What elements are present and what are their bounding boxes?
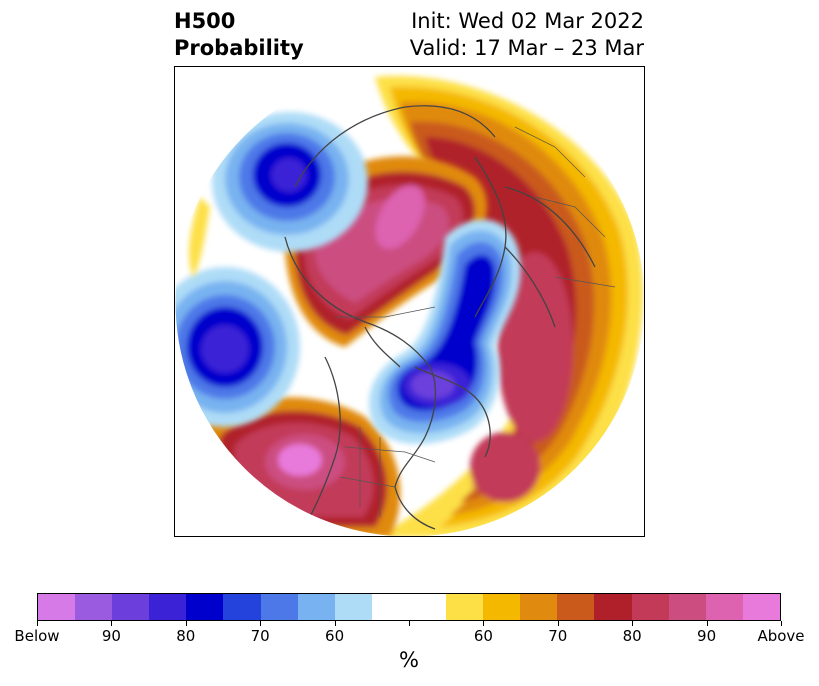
colorbar-cell (297, 594, 335, 620)
colorbar-cell (594, 594, 632, 620)
colorbar-unit-label: % (399, 648, 419, 672)
colorbar (37, 593, 781, 621)
colorbar-cell (260, 594, 298, 620)
colorbar-cell (742, 594, 780, 620)
chart-title: H500 Probability (174, 8, 304, 62)
colorbar-tick (706, 621, 708, 626)
colorbar-cell (149, 594, 187, 620)
colorbar-cell (371, 594, 409, 620)
title-line-1: H500 (174, 9, 236, 33)
init-date: Init: Wed 02 Mar 2022 (411, 9, 644, 33)
colorbar-tick-label: Above (757, 627, 805, 645)
colorbar-tick (260, 621, 262, 626)
above-anomaly-east (375, 75, 643, 536)
colorbar-tick-label: 70 (548, 627, 568, 645)
colorbar-tick-label: 70 (250, 627, 270, 645)
colorbar-cell (446, 594, 484, 620)
above-anomaly-western-edge (189, 197, 210, 277)
colorbar-tick-label: 80 (176, 627, 196, 645)
colorbar-tick (632, 621, 634, 626)
colorbar-cell (557, 594, 595, 620)
map-svg (175, 67, 644, 536)
colorbar-tick-label: 60 (325, 627, 345, 645)
colorbar-cell (334, 594, 372, 620)
colorbar-cell (75, 594, 113, 620)
colorbar-tick (483, 621, 485, 626)
colorbar-cell (483, 594, 521, 620)
coastlines (284, 105, 596, 530)
colorbar-tick (37, 621, 38, 626)
colorbar-cell (705, 594, 743, 620)
colorbar-tick-label: 80 (622, 627, 642, 645)
title-line-2: Probability (174, 36, 304, 60)
colorbar-cell (631, 594, 669, 620)
forecast-dates: Init: Wed 02 Mar 2022 Valid: 17 Mar – 23… (410, 8, 644, 62)
valid-date: Valid: 17 Mar – 23 Mar (409, 36, 644, 60)
colorbar-tick-label: 60 (473, 627, 493, 645)
below-anomaly-northwest (212, 112, 368, 252)
colorbar-cell (520, 594, 558, 620)
colorbar-tick (185, 621, 187, 626)
colorbar-tick (111, 621, 113, 626)
colorbar-tick (781, 621, 782, 626)
colorbar-cell (408, 594, 447, 620)
colorbar-cell (38, 594, 76, 620)
colorbar-tick-label: 90 (697, 627, 717, 645)
colorbar-cell (186, 594, 224, 620)
colorbar-tick (334, 621, 336, 626)
colorbar-cell (223, 594, 261, 620)
colorbar-tick (409, 621, 410, 626)
probability-map (174, 66, 645, 537)
political-borders (335, 126, 616, 517)
below-anomaly-central (369, 219, 521, 444)
colorbar-tick (557, 621, 559, 626)
colorbar-tick-label: 90 (101, 627, 121, 645)
colorbar-cell (112, 594, 150, 620)
colorbar-cell (668, 594, 706, 620)
colorbar-tick-label: Below (14, 627, 60, 645)
